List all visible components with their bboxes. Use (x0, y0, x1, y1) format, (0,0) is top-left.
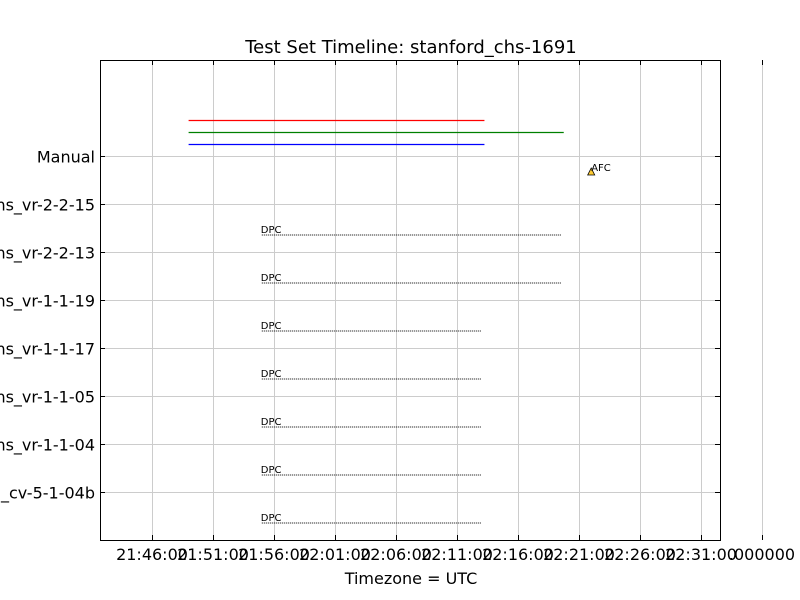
x-tick-label: 21:46:00 (116, 545, 188, 564)
y-tick-label: _cv-5-1-04b (0, 484, 95, 504)
ticks (100, 60, 763, 540)
annotation-label: AFC (591, 163, 611, 174)
annotation-marker (587, 167, 596, 176)
x-tick-label: 22:26:00 (604, 545, 676, 564)
y-tick-label: ns_vr-1-1-19 (0, 292, 95, 312)
chart-title: Test Set Timeline: stanford_chs-1691 (244, 37, 577, 58)
grid (100, 60, 763, 540)
x-tick-label: .000000 (729, 545, 795, 564)
y-tick-label: ns_vr-1-1-17 (0, 340, 95, 360)
row-marker-label: DPC (261, 225, 282, 236)
row-marker-label: DPC (261, 513, 282, 524)
row-marker-label: DPC (261, 417, 282, 428)
y-tick-label: ns_vr-2-2-15 (0, 196, 95, 216)
y-tick-labels: Manual ns_vr-2-2-15 ns_vr-2-2-13 ns_vr-1-1-… (0, 148, 95, 504)
x-axis-label: Timezone = UTC (344, 569, 478, 588)
row-marker-label: DPC (261, 369, 282, 380)
row-marker-label: DPC (261, 273, 282, 284)
x-tick-label: 22:01:00 (299, 545, 371, 564)
x-tick-label: 22:11:00 (421, 545, 493, 564)
y-tick-label: ns_vr-1-1-05 (0, 388, 95, 408)
x-tick-label: 22:21:00 (543, 545, 615, 564)
x-tick-label: 22:16:00 (482, 545, 554, 564)
x-tick-label: 22:31:00 (665, 545, 737, 564)
y-tick-label: ns_vr-1-1-04 (0, 436, 95, 456)
x-tick-labels: 21:46:0021:51:0021:56:0022:01:0022:06:00… (116, 545, 795, 564)
y-tick-label: ns_vr-2-2-13 (0, 244, 95, 264)
y-tick-label: Manual (37, 148, 95, 167)
row-marker-label: DPC (261, 321, 282, 332)
x-tick-label: 21:51:00 (177, 545, 249, 564)
series-layer: DPC DPC DPC DPC DPC DPC DPC AFC (188, 119, 611, 524)
x-tick-label: 21:56:00 (238, 545, 310, 564)
row-marker-label: DPC (261, 465, 282, 476)
x-tick-label: 22:06:00 (360, 545, 432, 564)
